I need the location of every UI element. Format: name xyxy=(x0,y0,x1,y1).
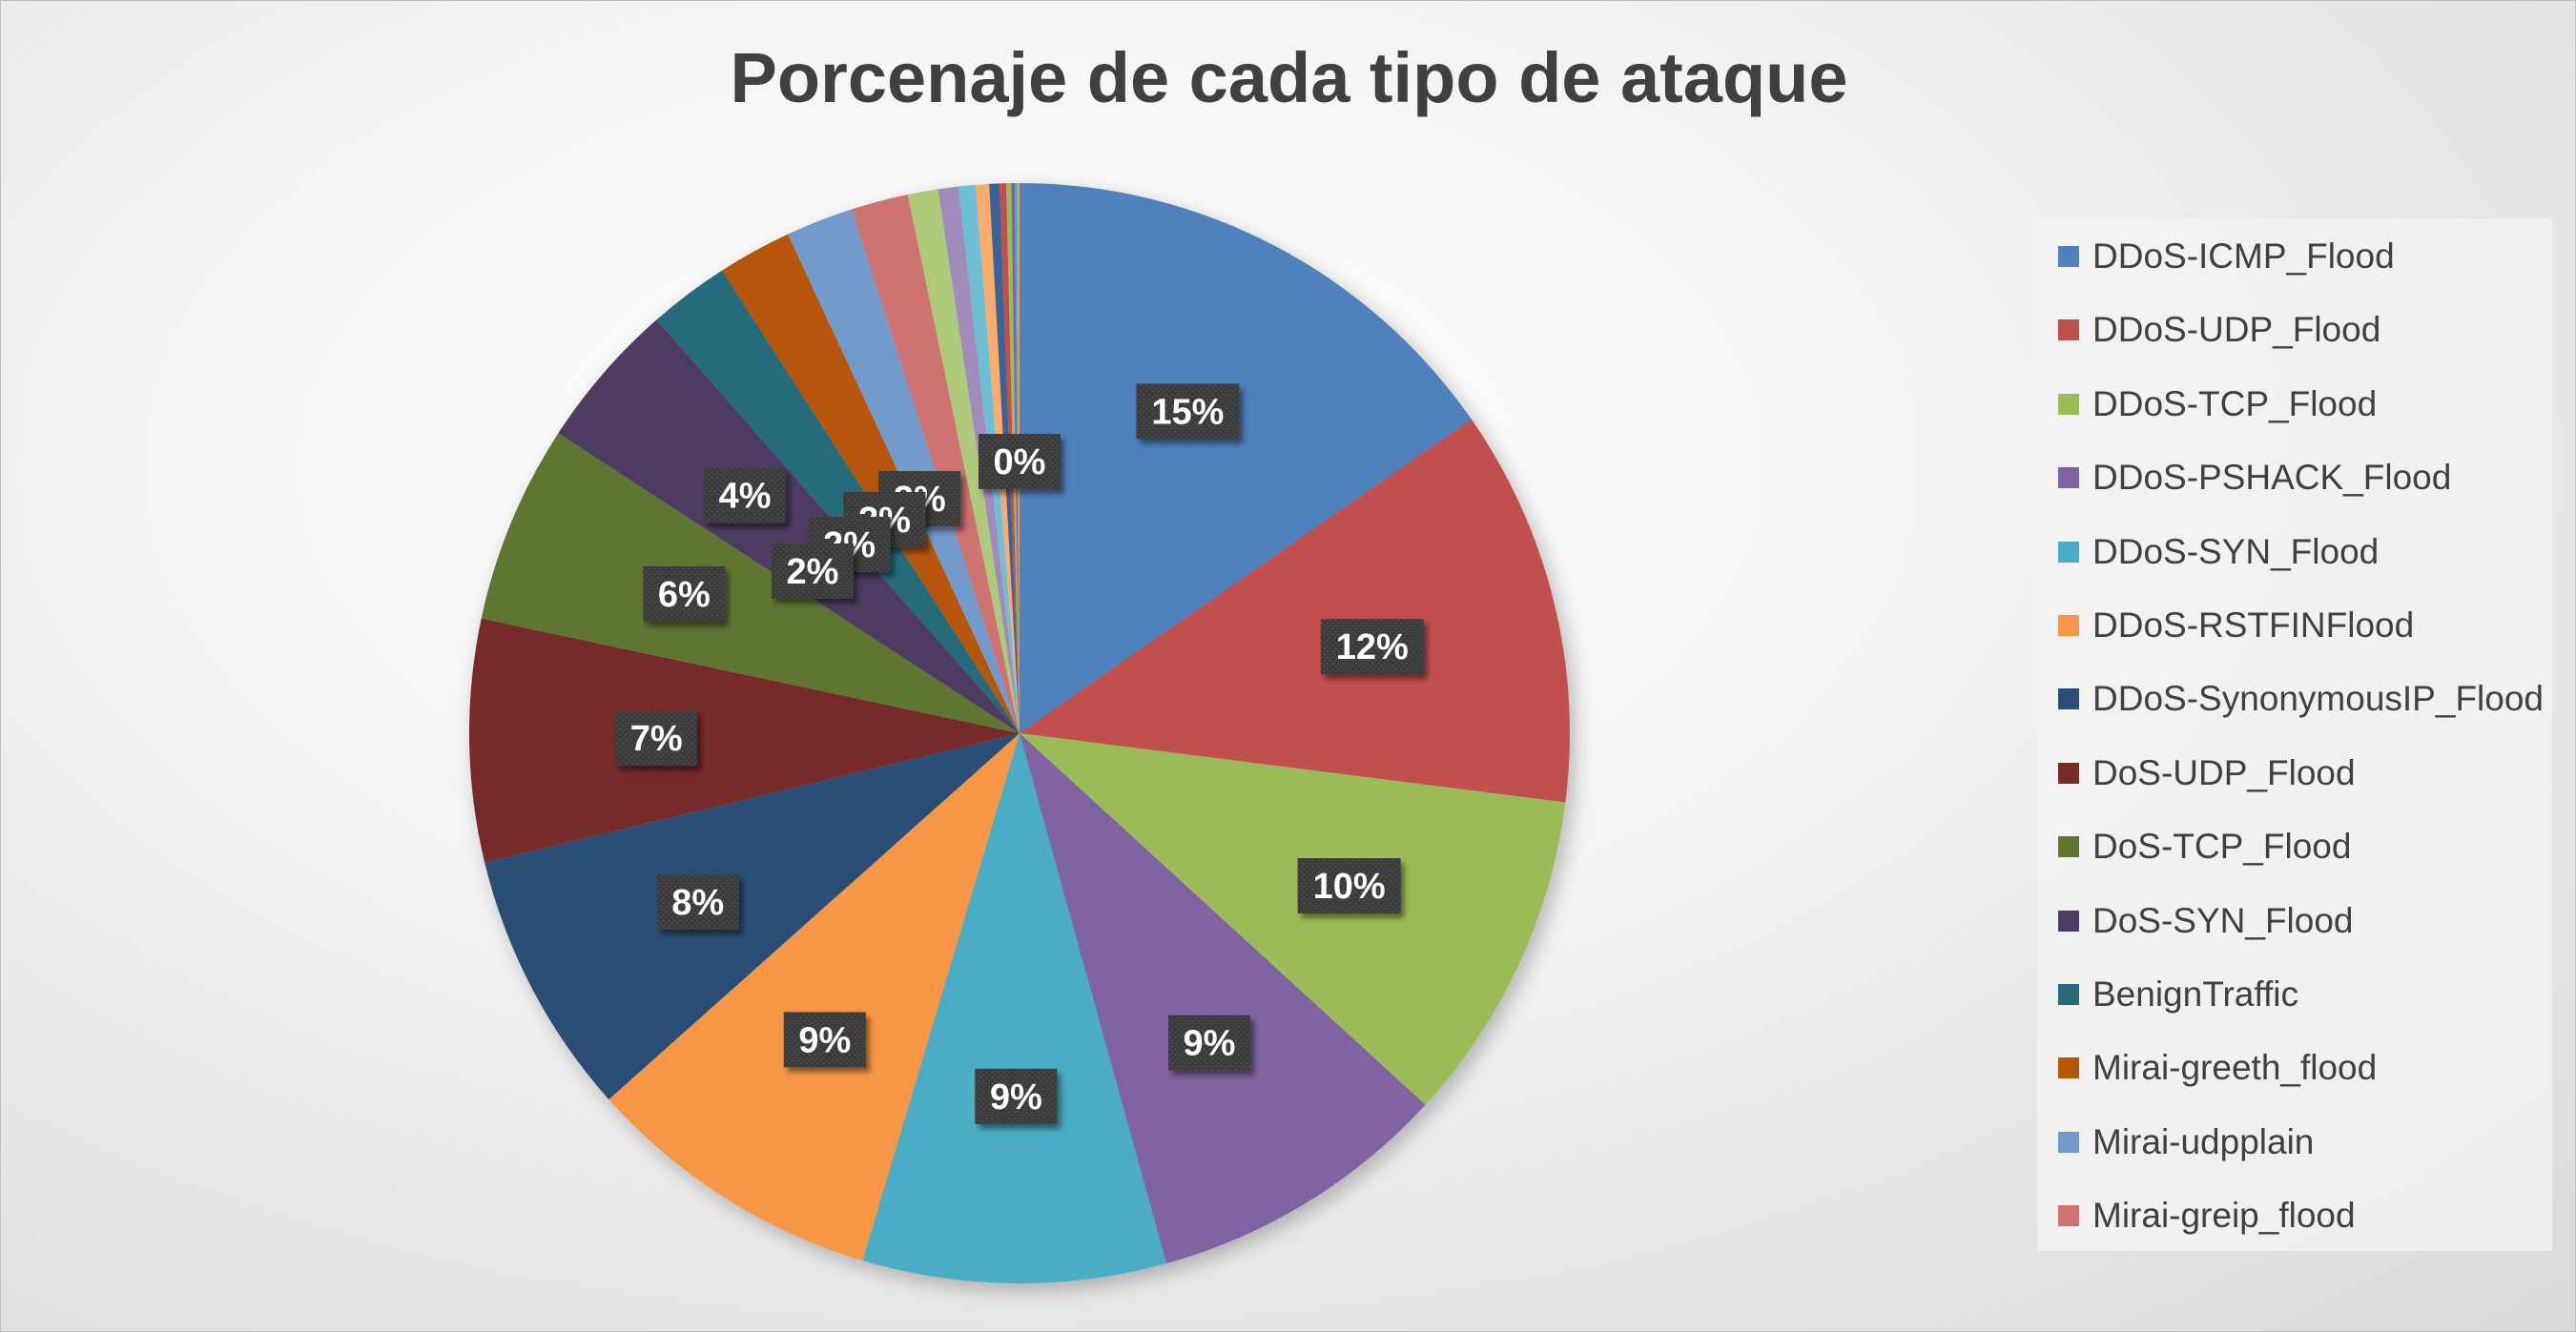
legend-label: DDoS-SYN_Flood xyxy=(2092,532,2379,572)
data-label: 9% xyxy=(975,1069,1057,1124)
legend-entry: DoS-SYN_Flood xyxy=(2058,897,2354,945)
data-label-text: 10% xyxy=(1313,867,1386,907)
data-label: 6% xyxy=(643,566,725,622)
legend-label: Mirai-greeth_flood xyxy=(2092,1048,2377,1088)
data-label: 7% xyxy=(615,710,697,766)
legend-entry: DDoS-TCP_Flood xyxy=(2058,380,2377,428)
legend-entry: DDoS-SYN_Flood xyxy=(2058,528,2379,576)
legend-label: BenignTraffic xyxy=(2092,974,2298,1015)
data-label-text: 9% xyxy=(990,1077,1042,1118)
legend-swatch xyxy=(2058,246,2079,267)
legend-label: DDoS-RSTFINFlood xyxy=(2092,605,2414,646)
data-label-text: 8% xyxy=(671,883,724,923)
data-label: 15% xyxy=(1136,384,1239,440)
legend-swatch xyxy=(2058,615,2079,636)
legend-label: Mirai-udpplain xyxy=(2092,1122,2314,1162)
legend-entry: Mirai-udpplain xyxy=(2058,1118,2314,1166)
data-label: 4% xyxy=(704,468,786,523)
legend-label: DoS-UDP_Flood xyxy=(2092,753,2356,793)
data-label-text: 6% xyxy=(658,575,711,615)
legend-swatch xyxy=(2058,984,2079,1005)
legend-swatch xyxy=(2058,542,2079,563)
legend-swatch xyxy=(2058,467,2079,488)
legend-label: DDoS-UDP_Flood xyxy=(2092,310,2380,350)
legend-label: DDoS-ICMP_Flood xyxy=(2092,236,2395,277)
data-label-text: 12% xyxy=(1336,627,1409,667)
data-label-text: 9% xyxy=(1184,1024,1236,1064)
legend: DDoS-ICMP_Flood DDoS-UDP_Flood DDoS-TCP_Fl… xyxy=(2037,218,2552,1251)
legend-label: DDoS-PSHACK_Flood xyxy=(2092,458,2451,498)
legend-entry: DoS-TCP_Flood xyxy=(2058,823,2351,871)
legend-label: DoS-TCP_Flood xyxy=(2092,827,2351,867)
data-label: 9% xyxy=(1168,1015,1250,1071)
legend-entry: Mirai-greeth_flood xyxy=(2058,1044,2377,1092)
legend-label: DoS-SYN_Flood xyxy=(2092,901,2354,941)
legend-entry: DDoS-ICMP_Flood xyxy=(2058,233,2395,280)
legend-label: DDoS-TCP_Flood xyxy=(2092,384,2377,424)
legend-swatch xyxy=(2058,688,2079,709)
legend-entry: BenignTraffic xyxy=(2058,971,2298,1018)
legend-label: Mirai-greip_flood xyxy=(2092,1196,2356,1236)
legend-swatch xyxy=(2058,1205,2079,1226)
data-label-text: 15% xyxy=(1151,393,1224,433)
data-label-text: 2% xyxy=(787,552,839,592)
legend-label: DDoS-SynonymousIP_Flood xyxy=(2092,679,2544,719)
legend-swatch xyxy=(2058,394,2079,415)
data-label-text: 0% xyxy=(994,442,1046,482)
data-label-text: 7% xyxy=(630,719,683,759)
legend-entry: DDoS-SynonymousIP_Flood xyxy=(2058,675,2544,723)
legend-entry: DDoS-UDP_Flood xyxy=(2058,306,2380,354)
legend-entry: DDoS-PSHACK_Flood xyxy=(2058,454,2451,502)
legend-swatch xyxy=(2058,911,2079,932)
legend-swatch xyxy=(2058,1132,2079,1153)
data-label: 12% xyxy=(1321,619,1424,674)
legend-swatch xyxy=(2058,763,2079,784)
data-label-text: 4% xyxy=(719,477,772,517)
legend-entry: DoS-UDP_Flood xyxy=(2058,749,2356,797)
legend-entry: DDoS-RSTFINFlood xyxy=(2058,602,2414,649)
legend-swatch xyxy=(2058,1057,2079,1078)
data-label: 8% xyxy=(657,874,739,930)
data-label: 2% xyxy=(772,543,854,599)
legend-entry: Mirai-greip_flood xyxy=(2058,1192,2356,1240)
data-label: 10% xyxy=(1298,858,1401,913)
legend-swatch xyxy=(2058,319,2079,340)
data-label: 9% xyxy=(784,1012,866,1067)
legend-swatch xyxy=(2058,836,2079,857)
data-label: 0% xyxy=(979,434,1061,489)
data-label-text: 9% xyxy=(798,1020,851,1060)
